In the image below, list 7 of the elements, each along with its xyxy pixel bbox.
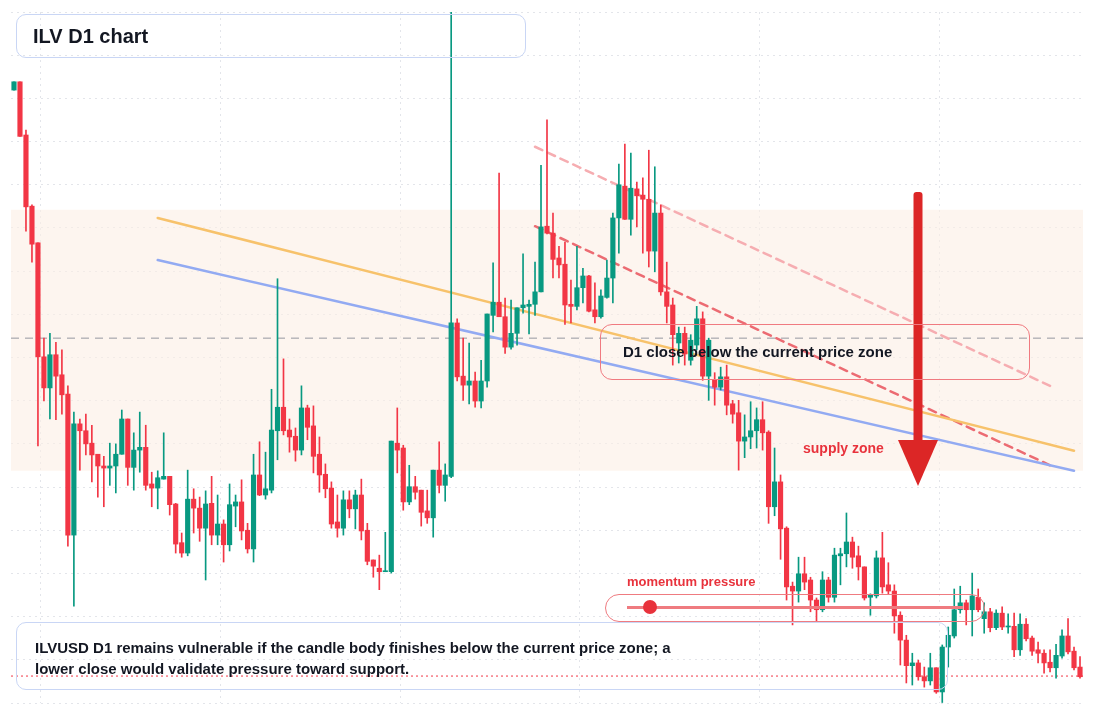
band-label: supply zone xyxy=(803,439,885,456)
annotation: momentum pressure xyxy=(627,574,756,589)
candlestick xyxy=(376,554,382,591)
candlestick xyxy=(544,119,550,235)
annotation: ILVUSD D1 remains vulnerable if the candle body finishes below the current price zone; a lower close would validate pressure toward support. xyxy=(16,622,948,690)
candlestick xyxy=(712,372,718,406)
text: ILV D1 chart xyxy=(16,14,526,58)
